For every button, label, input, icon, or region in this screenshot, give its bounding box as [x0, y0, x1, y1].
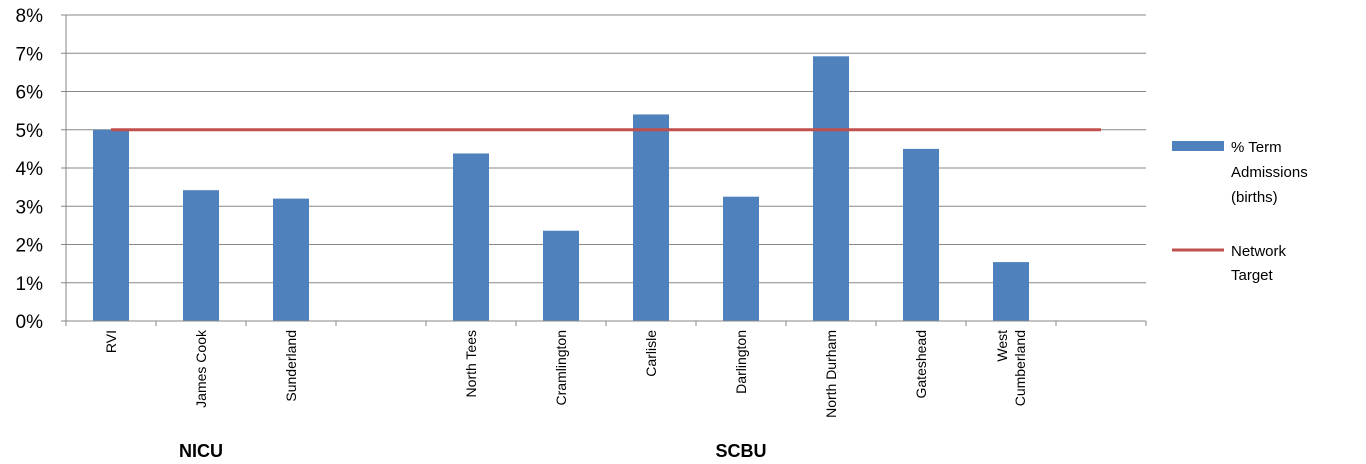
y-tick-label: 6%	[16, 83, 44, 104]
y-tick-label: 3%	[16, 197, 44, 218]
legend-label: Target	[1231, 267, 1274, 284]
y-tick-label: 7%	[16, 44, 44, 65]
legend-label: % Term	[1231, 139, 1282, 156]
category-label: Gateshead	[913, 330, 929, 399]
bar	[723, 196, 759, 321]
y-axis-tick-labels: 0% 1% 2% 3% 4% 5% 6% 7% 8%	[16, 6, 44, 333]
bar	[993, 262, 1029, 321]
bar	[903, 148, 939, 321]
category-label: Carlisle	[643, 330, 659, 377]
bar	[93, 129, 129, 321]
bar	[543, 230, 579, 321]
bar	[453, 153, 489, 321]
group-labels: NICU SCBU	[179, 441, 767, 461]
category-label: North Durham	[823, 330, 839, 418]
bars	[93, 56, 1029, 322]
bar	[183, 190, 219, 321]
category-label: West	[994, 330, 1010, 362]
category-labels: RVI James Cook Sunderland North Tees Cramlin…	[103, 329, 1028, 418]
y-tick-label: 0%	[16, 312, 44, 333]
bar	[273, 198, 309, 321]
category-label: James Cook	[193, 329, 209, 408]
y-tick-label: 5%	[16, 121, 44, 142]
legend-label: (births)	[1231, 189, 1278, 206]
group-label: SCBU	[715, 441, 766, 461]
legend-label: Admissions	[1231, 164, 1308, 181]
gridlines	[66, 14, 1146, 284]
category-label: Cumberland	[1012, 330, 1028, 406]
y-tick-label: 2%	[16, 236, 44, 257]
legend-bar-swatch	[1172, 141, 1224, 151]
legend: % Term Admissions (births) Network Target	[1172, 139, 1308, 284]
category-label: RVI	[103, 330, 119, 353]
bar	[813, 56, 849, 322]
category-label: Darlington	[733, 330, 749, 394]
axes	[61, 14, 1147, 326]
category-label: Cramlington	[553, 330, 569, 405]
bar	[633, 114, 669, 321]
y-tick-label: 4%	[16, 159, 44, 180]
legend-label: Network	[1231, 243, 1287, 260]
y-tick-label: 1%	[16, 274, 44, 295]
y-tick-label: 8%	[16, 6, 44, 27]
group-label: NICU	[179, 441, 223, 461]
category-label: North Tees	[463, 330, 479, 397]
category-label: Sunderland	[283, 330, 299, 402]
